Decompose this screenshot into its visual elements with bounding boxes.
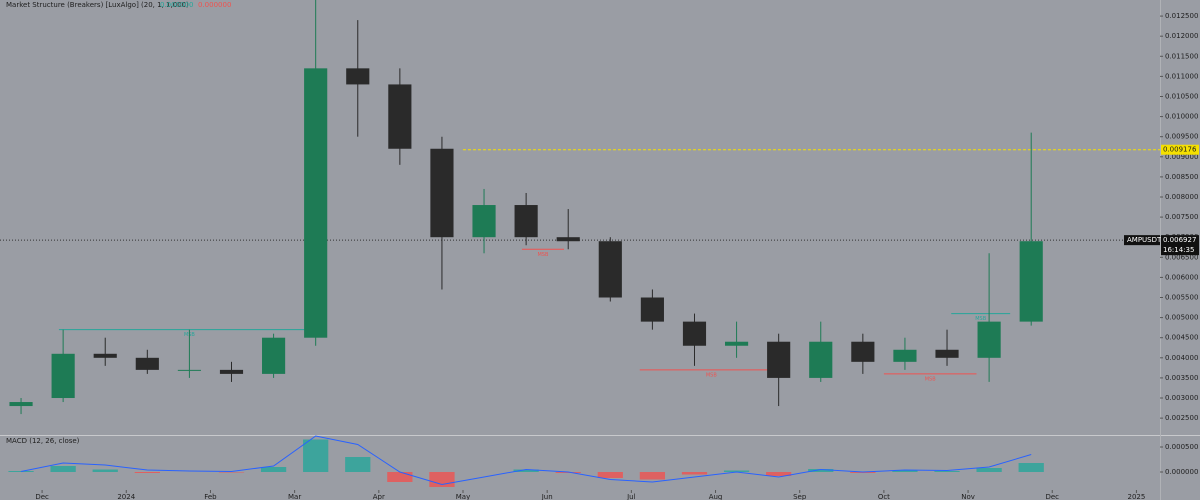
- macd-line: [20, 435, 1032, 486]
- y-tick-label: 0.003500: [1165, 374, 1198, 382]
- candle-body: [893, 349, 917, 362]
- macd-bar: [808, 469, 834, 472]
- macd-bar: [976, 468, 1002, 472]
- x-tick-label: Dec: [35, 493, 49, 500]
- candle-body: [135, 357, 159, 370]
- x-tick-label: Aug: [709, 493, 723, 500]
- macd-bar: [723, 470, 750, 472]
- x-tick-label: Nov: [961, 493, 975, 500]
- y-tick-label: 0.008000: [1165, 193, 1198, 201]
- candle-body: [851, 341, 875, 362]
- candle-body: [472, 205, 496, 238]
- y-tick-label: 0.012500: [1165, 12, 1198, 20]
- structure-label: MSB: [537, 252, 548, 258]
- macd-bar: [513, 469, 539, 472]
- y-tick-label: 0.005500: [1165, 294, 1198, 302]
- y-tick-label: 0.004000: [1165, 354, 1198, 362]
- x-tick-label: May: [456, 493, 470, 500]
- indicator-value: 0.000000: [198, 1, 231, 9]
- macd-bar: [934, 471, 960, 472]
- x-tick-label: 2024: [117, 493, 135, 500]
- candle-body: [51, 353, 75, 399]
- x-tick-label: Dec: [1045, 493, 1059, 500]
- candle-body: [556, 237, 580, 242]
- last-price-box: [1161, 235, 1199, 256]
- symbol-box: [1124, 235, 1160, 246]
- candle-body: [977, 321, 1001, 358]
- y-tick-label: 0.000000: [1165, 468, 1198, 476]
- y-tick-label: 0.006000: [1165, 273, 1198, 281]
- macd-bar: [387, 472, 413, 482]
- x-tick-label: 2025: [1128, 493, 1146, 500]
- macd-bar: [345, 457, 371, 472]
- candle-body: [219, 369, 244, 374]
- y-tick-label: 0.004500: [1165, 334, 1198, 342]
- y-tick-label: 0.009000: [1165, 153, 1198, 161]
- macd-bar: [303, 439, 329, 472]
- macd-bar: [1018, 463, 1044, 472]
- macd-bar: [260, 467, 287, 472]
- y-tick-label: 0.012000: [1165, 32, 1198, 40]
- candle-body: [725, 341, 749, 346]
- structure-label: MSB: [706, 372, 717, 378]
- x-tick-label: Oct: [878, 493, 890, 500]
- y-tick-label: 0.002500: [1165, 414, 1198, 422]
- macd-bar: [681, 472, 708, 475]
- candle-body: [767, 341, 791, 378]
- macd-title: MACD (12, 26, close): [6, 437, 80, 445]
- indicator-value: 0.000000: [160, 1, 193, 9]
- macd-bar: [892, 470, 918, 472]
- candle-body: [514, 205, 538, 238]
- symbol-label: AMPUSDT: [1127, 236, 1162, 244]
- macd-bar: [134, 472, 160, 473]
- candle-body: [177, 369, 201, 371]
- y-tick-label: 0.003000: [1165, 394, 1198, 402]
- x-tick-label: Jul: [626, 493, 636, 500]
- structure-label: MSB: [975, 316, 986, 322]
- x-tick-label: Sep: [793, 493, 807, 500]
- y-tick-label: 0.011500: [1165, 52, 1198, 60]
- y-tick-label: 0.010500: [1165, 92, 1198, 100]
- candle-body: [598, 241, 622, 298]
- y-tick-label: 0.000500: [1165, 443, 1198, 451]
- structure-label: MSB: [925, 376, 936, 382]
- candle-body: [262, 337, 286, 374]
- candle-body: [346, 68, 370, 85]
- x-tick-label: Mar: [288, 493, 301, 500]
- macd-bar: [218, 472, 245, 473]
- candle-body: [304, 68, 328, 338]
- y-tick-label: 0.005000: [1165, 314, 1198, 322]
- macd-bar: [639, 472, 666, 480]
- x-tick-label: Jun: [541, 493, 553, 500]
- countdown-label: 16:14:35: [1163, 246, 1194, 254]
- candle-body: [809, 341, 833, 378]
- y-tick-label: 0.007500: [1165, 213, 1198, 221]
- macd-bar: [50, 466, 76, 472]
- candle-body: [9, 402, 33, 407]
- marked-price-box: [1161, 144, 1199, 155]
- y-tick-label: 0.008500: [1165, 173, 1198, 181]
- candle-body: [430, 148, 454, 238]
- last-price-label: 0.006927: [1163, 236, 1196, 244]
- macd-bar: [597, 472, 623, 478]
- macd-bar: [92, 469, 118, 472]
- x-tick-label: Apr: [373, 493, 385, 500]
- candle-body: [682, 321, 707, 346]
- candle-body: [1019, 241, 1043, 322]
- y-tick-label: 0.011000: [1165, 72, 1198, 80]
- x-tick-label: Feb: [204, 493, 217, 500]
- macd-bar: [766, 472, 792, 476]
- candle-body: [935, 349, 959, 358]
- marked-price-label: 0.009176: [1163, 146, 1197, 154]
- indicator-title: Market Structure (Breakers) [LuxAlgo] (2…: [6, 1, 189, 9]
- candle-body: [640, 297, 664, 322]
- y-tick-label: 0.010000: [1165, 113, 1198, 121]
- candle-body: [388, 84, 412, 149]
- y-tick-label: 0.009500: [1165, 133, 1198, 141]
- y-tick-label: 0.006500: [1165, 253, 1198, 261]
- candle-body: [93, 353, 117, 358]
